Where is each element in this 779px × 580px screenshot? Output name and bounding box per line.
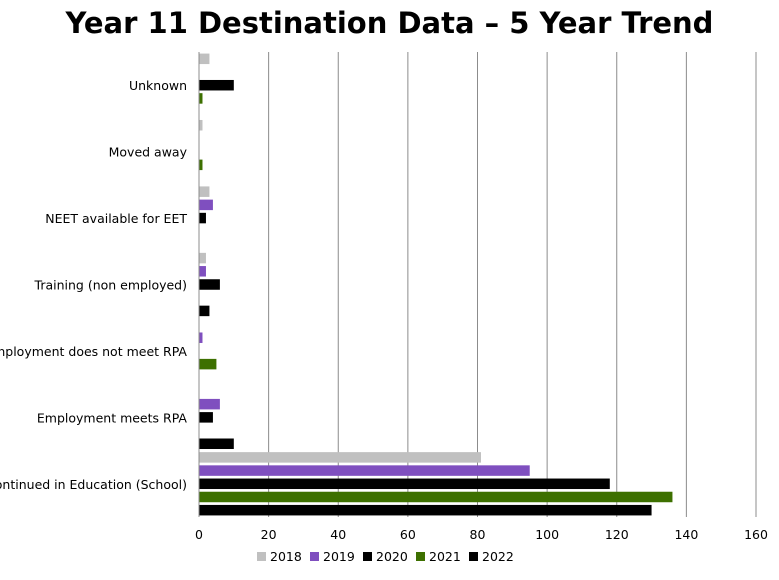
bar-2022 (199, 504, 652, 516)
bar-2018 (199, 53, 210, 65)
category-label: Training (non employed) (34, 278, 187, 293)
bar-2022 (199, 305, 210, 317)
category-label: Unknown (129, 78, 187, 93)
category-label: Employment meets RPA (37, 410, 188, 425)
legend-label: 2022 (482, 549, 514, 564)
bar-2020 (199, 79, 234, 91)
bar-2018 (199, 186, 210, 197)
bar-2021 (199, 358, 217, 370)
bar-2020 (199, 212, 206, 224)
x-tick-label: 20 (261, 527, 277, 542)
legend-label: 2019 (323, 549, 355, 564)
x-tick-label: 140 (674, 527, 698, 542)
legend-swatch (416, 552, 425, 561)
bar-2020 (199, 279, 220, 290)
bar-2018 (199, 452, 481, 463)
bar-2020 (199, 478, 610, 490)
legend-swatch (469, 552, 478, 561)
x-tick-label: 100 (535, 527, 559, 542)
legend-label: 2020 (376, 549, 408, 564)
x-tick-label: 0 (195, 527, 203, 542)
bar-2021 (199, 93, 203, 104)
x-tick-label: 40 (330, 527, 346, 542)
x-tick-label: 80 (470, 527, 486, 542)
bar-2020 (199, 412, 213, 423)
bar-2019 (199, 332, 203, 343)
bar-2019 (199, 398, 220, 410)
x-tick-label: 60 (400, 527, 416, 542)
bar-2018 (199, 119, 203, 131)
bar-2021 (199, 159, 203, 171)
category-label: Employment does not meet RPA (0, 344, 187, 359)
bar-2018 (199, 252, 206, 264)
legend-swatch (257, 552, 266, 561)
x-tick-label: 120 (605, 527, 629, 542)
chart-title: Year 11 Destination Data – 5 Year Trend (65, 6, 714, 40)
category-label: NEET available for EET (45, 211, 187, 226)
bar-2019 (199, 266, 206, 277)
x-tick-label: 160 (744, 527, 768, 542)
bar-2019 (199, 199, 213, 211)
legend-swatch (363, 552, 372, 561)
legend-label: 2021 (429, 549, 461, 564)
legend-swatch (310, 552, 319, 561)
bar-2021 (199, 491, 673, 503)
bar-2022 (199, 438, 234, 450)
bar-2019 (199, 465, 530, 476)
category-label: Moved away (109, 145, 188, 160)
legend-label: 2018 (270, 549, 302, 564)
category-label: Continued in Education (School) (0, 477, 187, 492)
